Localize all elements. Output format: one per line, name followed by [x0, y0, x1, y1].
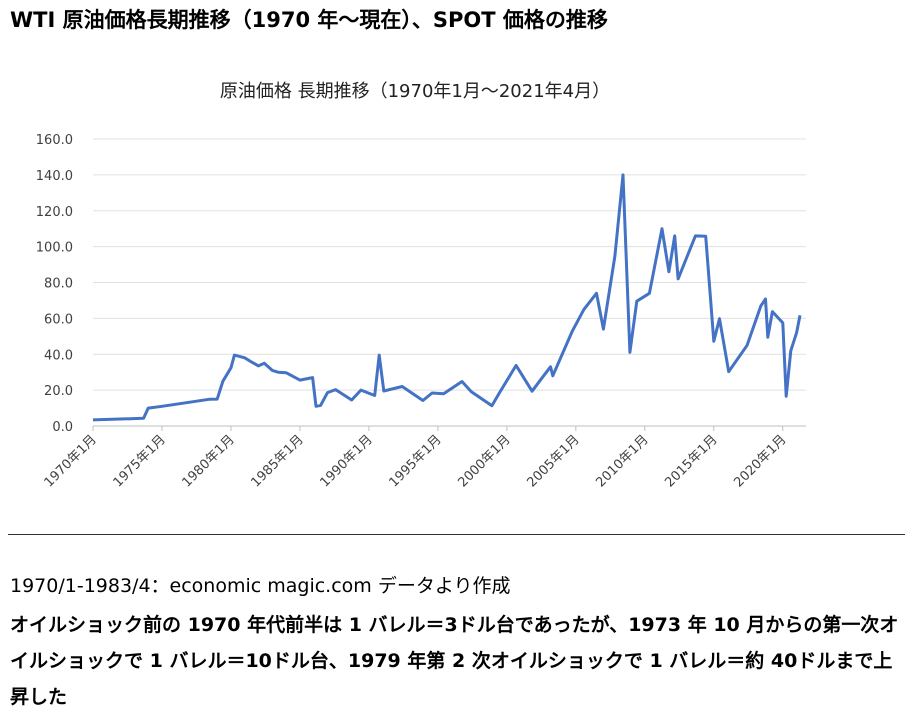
x-tick-label: 1990年1月 [317, 432, 375, 490]
y-tick-label: 160.0 [36, 133, 73, 148]
y-tick-label: 40.0 [44, 348, 73, 363]
x-tick-label: 1975年1月 [111, 432, 169, 490]
y-tick-label: 80.0 [44, 277, 73, 292]
price-line [92, 173, 802, 422]
y-tick-label: 140.0 [36, 169, 73, 184]
x-tick-label: 2010年1月 [593, 432, 651, 490]
y-tick-label: 60.0 [44, 312, 73, 327]
y-tick-label: 120.0 [36, 205, 73, 220]
page-heading: WTI 原油価格長期推移（1970 年～現在）、SPOT 価格の推移 [10, 8, 608, 32]
x-tick-label: 1980年1月 [180, 432, 238, 490]
source-note: 1970/1-1983/4：economic magic.com データより作成 [10, 575, 511, 597]
y-tick-label: 100.0 [36, 241, 73, 256]
divider [8, 534, 905, 535]
x-tick-label: 2000年1月 [455, 432, 513, 490]
x-tick-label: 2005年1月 [524, 432, 582, 490]
x-tick-label: 1970年1月 [42, 432, 100, 490]
x-tick-label: 2015年1月 [662, 432, 720, 490]
x-tick-label: 2020年1月 [731, 432, 789, 490]
chart: 原油価格 長期推移（1970年1月～2021年4月） 0.0 20.0 40.0 60… [36, 81, 806, 490]
body-text: オイルショック前の 1970 年代前半は 1 バレル＝3ドル台であったが、197… [10, 614, 899, 708]
chart-title: 原油価格 長期推移（1970年1月～2021年4月） [220, 81, 610, 102]
x-tick-label: 1985年1月 [249, 432, 307, 490]
y-tick-label: 0.0 [52, 420, 73, 435]
x-tick-label: 1995年1月 [386, 432, 444, 490]
y-tick-label: 20.0 [44, 384, 73, 399]
